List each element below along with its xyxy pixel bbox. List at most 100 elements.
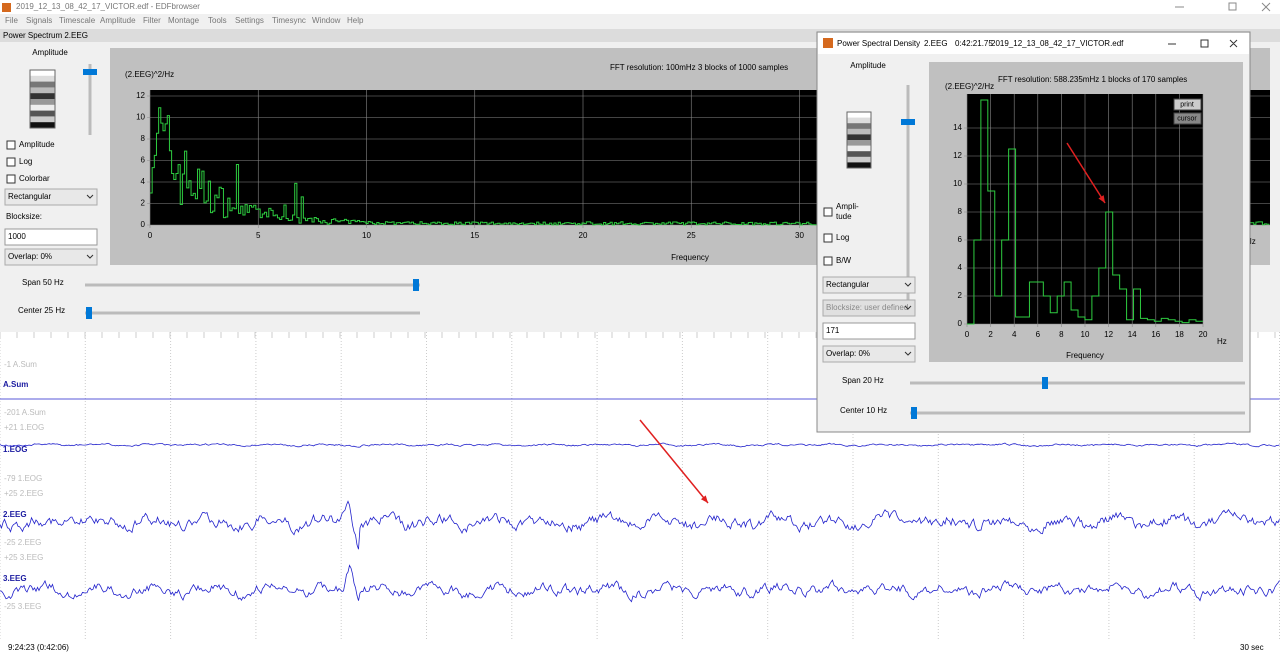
y-tick-label: 0 (958, 319, 963, 328)
colorbar-segment (30, 75, 55, 83)
menu-item[interactable]: Tools (208, 16, 227, 25)
blocksize-spinbox[interactable] (4, 228, 98, 246)
window-function[interactable] (4, 188, 98, 206)
colorbar-segment (847, 112, 871, 119)
menu-item[interactable]: Timesync (272, 16, 306, 25)
y-tick-label: 10 (953, 179, 962, 188)
y-tick-label: 2 (958, 291, 963, 300)
colorbar-segment (847, 128, 871, 135)
checkbox-amplitude[interactable]: tude (836, 212, 852, 221)
x-tick-label: 15 (470, 231, 479, 240)
popup-time: 0:42:21.75 (955, 39, 993, 48)
annotation-arrow (1066, 142, 1106, 204)
slider-handle[interactable] (83, 69, 97, 75)
menu-item[interactable]: Montage (168, 16, 200, 25)
y-tick-label: 2 (141, 199, 146, 208)
signal-name[interactable]: 3.EEG (3, 574, 27, 583)
popup-file: 2019_12_13_08_42_17_VICTOR.edf (991, 39, 1124, 48)
checkbox[interactable] (823, 233, 833, 243)
checkbox-bw[interactable]: B/W (836, 256, 852, 265)
slider-handle[interactable] (901, 119, 915, 125)
timescale-label: 30 sec (1240, 643, 1264, 652)
menu-item[interactable]: Help (347, 16, 364, 25)
x-tick-label: 18 (1175, 330, 1184, 339)
checkbox[interactable] (823, 207, 833, 217)
slider-handle[interactable] (86, 307, 92, 319)
window-controls[interactable] (1175, 2, 1271, 12)
popup-title-bar (818, 33, 1249, 54)
signal-name[interactable]: A.Sum (3, 380, 28, 389)
span-label: Span 20 Hz (842, 376, 884, 385)
slider-handle[interactable] (911, 407, 917, 419)
checkbox[interactable] (823, 256, 833, 266)
amplitude-label: Amplitude (850, 61, 886, 70)
colorbar-segment (30, 116, 55, 123)
menu-item[interactable]: Amplitude (100, 16, 136, 25)
x-tick-label: 30 (795, 231, 804, 240)
overlap[interactable] (822, 345, 916, 363)
menu-item[interactable]: Signals (26, 16, 52, 25)
colorbar-segment (30, 110, 55, 117)
plot-button[interactable] (1173, 98, 1202, 111)
menu-item[interactable]: Timescale (59, 16, 96, 25)
y-axis-label: (2.EEG)^2/Hz (945, 82, 994, 91)
app-icon (2, 3, 11, 12)
overlap[interactable] (4, 248, 98, 266)
dropdown-arrow (904, 305, 912, 310)
plot-button-text[interactable]: cursor (1177, 115, 1197, 122)
center-label: Center 10 Hz (840, 406, 887, 415)
colorbar-segment (847, 162, 871, 169)
menu-item[interactable]: File (5, 16, 18, 25)
blocksize-spinbox[interactable] (822, 322, 916, 340)
signal-trace (0, 442, 1280, 448)
dock-title: Power Spectrum 2.EEG (3, 31, 88, 40)
x-tick-label: 6 (1036, 330, 1041, 339)
colorbar-segment (30, 81, 55, 88)
colorbar-segment (847, 145, 871, 152)
y-tick-label: 4 (141, 177, 146, 186)
menu-item[interactable]: Window (312, 16, 341, 25)
signal-name[interactable]: 1.EOG (3, 445, 27, 454)
dropdown-arrow (904, 351, 912, 356)
colorbar-segment (30, 99, 55, 106)
y-axis-label: (2.EEG)^2/Hz (125, 70, 174, 79)
colorbar-segment (30, 93, 55, 100)
checkbox-log[interactable]: Log (836, 233, 849, 242)
x-tick-label: 10 (1081, 330, 1090, 339)
dropdown-arrow (86, 254, 94, 259)
checkbox[interactable] (6, 140, 16, 150)
amplitude-label: Amplitude (32, 48, 68, 57)
popup-icon (823, 38, 833, 48)
slider-handle[interactable] (1042, 377, 1048, 389)
checkbox-amplitude[interactable]: Ampli- (836, 202, 859, 211)
blocksize (822, 299, 916, 317)
signal-name[interactable]: 2.EEG (3, 510, 27, 519)
checkbox[interactable] (6, 174, 16, 184)
slider-handle[interactable] (413, 279, 419, 291)
spectrum-trace (967, 99, 1203, 325)
x-tick-label: 0 (148, 231, 153, 240)
checkbox-amplitude[interactable]: Amplitude (19, 140, 55, 149)
checkbox-colorbar[interactable]: Colorbar (19, 174, 50, 183)
plot-button-text[interactable]: print (1180, 101, 1194, 108)
colorbar-segment (847, 134, 871, 141)
y-tick-label: 10 (136, 113, 145, 122)
checkbox-log[interactable]: Log (19, 157, 32, 166)
plot-info: FFT resolution: 100mHz 3 blocks of 1000 … (610, 63, 788, 72)
dropdown-arrow (86, 194, 94, 199)
blocksize-value: 1000 (8, 232, 26, 241)
plot-button[interactable] (1173, 112, 1202, 125)
window-function[interactable] (822, 276, 916, 294)
signal-range-label: -79 1.EOG (4, 474, 42, 483)
signal-range-label: +21 1.EOG (4, 423, 44, 432)
checkbox[interactable] (6, 157, 16, 167)
popup-controls[interactable] (1168, 39, 1238, 48)
annotation-arrow (639, 419, 709, 504)
title-bar (0, 0, 1280, 14)
menu-item[interactable]: Settings (235, 16, 264, 25)
signal-range-label: +25 2.EEG (4, 489, 43, 498)
menu-item[interactable]: Filter (143, 16, 161, 25)
x-tick-label: 8 (1059, 330, 1064, 339)
span-label: Span 50 Hz (22, 278, 64, 287)
